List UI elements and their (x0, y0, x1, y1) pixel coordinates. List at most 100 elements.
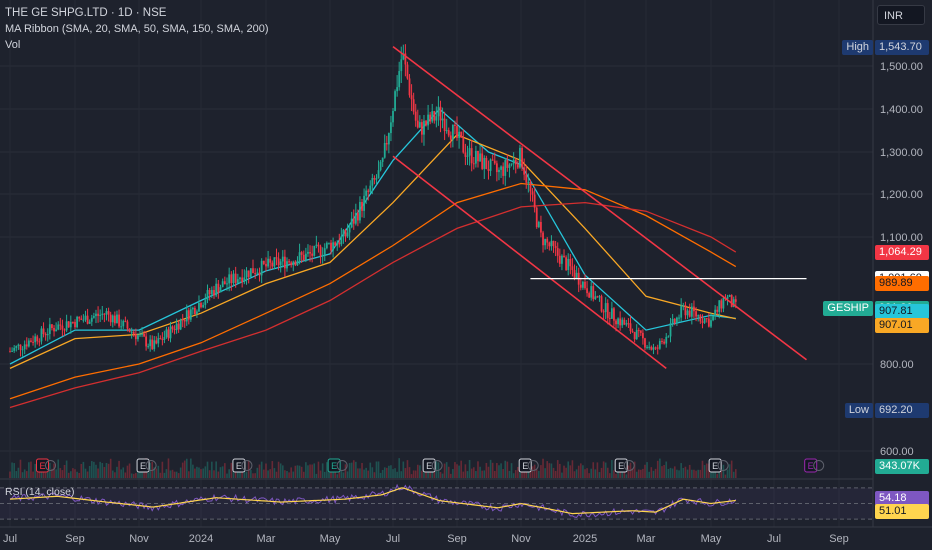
sma-line-3 (9, 182, 737, 400)
candle (525, 174, 528, 183)
volume-bar (51, 468, 53, 478)
volume-bar (173, 471, 176, 478)
candle (330, 242, 332, 251)
volume-bar (120, 469, 122, 478)
candle (258, 272, 261, 276)
volume-bar (410, 474, 413, 478)
price-tick-label: 800.00 (880, 359, 914, 371)
volume-bar (569, 465, 572, 478)
candle (680, 305, 683, 318)
volume-bar (122, 467, 125, 478)
candle (716, 309, 719, 312)
volume-bar (720, 470, 723, 478)
candle (356, 212, 359, 221)
candle (208, 290, 211, 295)
time-tick-label: 2025 (573, 533, 597, 545)
volume-bar (90, 461, 93, 478)
volume-bar (588, 473, 590, 478)
price-label-value: 343.07K (875, 458, 929, 474)
volume-bar (256, 467, 259, 478)
candle (627, 323, 630, 325)
candle (669, 323, 672, 337)
candle (498, 169, 500, 173)
candle (429, 114, 432, 122)
volume-bar (30, 461, 32, 478)
trendlines[interactable] (392, 46, 807, 369)
volume-bar (254, 473, 256, 478)
volume-bar (475, 471, 477, 478)
candle (506, 160, 509, 168)
volume-bar (192, 464, 194, 478)
candle (221, 281, 224, 288)
volume-bar (512, 473, 515, 478)
volume-bar (59, 468, 62, 478)
candle (456, 125, 458, 138)
candle (17, 344, 20, 346)
candle (654, 347, 657, 349)
candle (544, 238, 547, 246)
rsi-ma-line (9, 487, 736, 515)
volume-bar (654, 468, 657, 478)
candle (617, 318, 619, 325)
candle (234, 273, 237, 283)
volume-bar (363, 469, 365, 478)
candle (63, 329, 66, 331)
volume-bar (72, 468, 74, 478)
candle (500, 166, 502, 170)
volume-bar (281, 465, 284, 478)
symbol-title[interactable]: THE GE SHPG.LTD · 1D · NSE (5, 7, 167, 19)
time-tick-label: Sep (829, 533, 849, 545)
candle (118, 314, 120, 327)
volume-bar (169, 470, 172, 478)
candle (53, 328, 55, 332)
candle (598, 296, 601, 298)
time-axis[interactable]: Jul Sep Nov 2024 Mar May Jul Sep Nov 2025 Mar May Ju… (0, 526, 932, 545)
volume-bar (728, 464, 731, 478)
volume-bar (508, 470, 511, 478)
candle (650, 346, 653, 350)
time-tick-label: Jul (3, 533, 17, 545)
volume-bar (506, 461, 509, 478)
candle (215, 283, 218, 296)
candle (523, 167, 526, 175)
dividend-icon (145, 460, 157, 471)
candle (262, 260, 265, 264)
volume-bar (355, 461, 357, 478)
price-tick-label: 1,300.00 (880, 147, 923, 159)
candle (319, 246, 322, 257)
earnings-marker: E (36, 458, 56, 473)
candle (688, 310, 691, 317)
volume-bar (546, 461, 549, 478)
candle (76, 316, 78, 328)
rsi-legend[interactable]: RSI (14, close) (5, 486, 75, 498)
candle (90, 317, 93, 322)
candle (619, 318, 622, 326)
candle (718, 300, 721, 312)
volume-bar (332, 467, 334, 478)
currency-button[interactable]: INR (877, 5, 925, 25)
volume-bar (598, 472, 601, 478)
volume-bar (326, 462, 328, 478)
candle (365, 190, 368, 196)
candle (65, 321, 68, 331)
volume-bar (665, 461, 668, 478)
candle (230, 274, 233, 284)
volume-bar (359, 468, 361, 478)
candle (300, 252, 303, 255)
candle (639, 330, 642, 333)
candle (141, 333, 143, 335)
volume-bar (167, 458, 170, 478)
dividend-icon (717, 460, 729, 471)
candle (124, 320, 127, 322)
candle (542, 232, 544, 246)
volume-bar (556, 460, 559, 478)
candle (527, 181, 530, 183)
ma-ribbon-legend[interactable]: MA Ribbon (SMA, 20, SMA, 50, SMA, 150, S… (5, 23, 269, 35)
volume-legend[interactable]: Vol (5, 39, 21, 51)
volume-bar (157, 465, 160, 478)
candle (352, 218, 355, 224)
volume-bar (346, 471, 349, 478)
candle (292, 261, 295, 266)
